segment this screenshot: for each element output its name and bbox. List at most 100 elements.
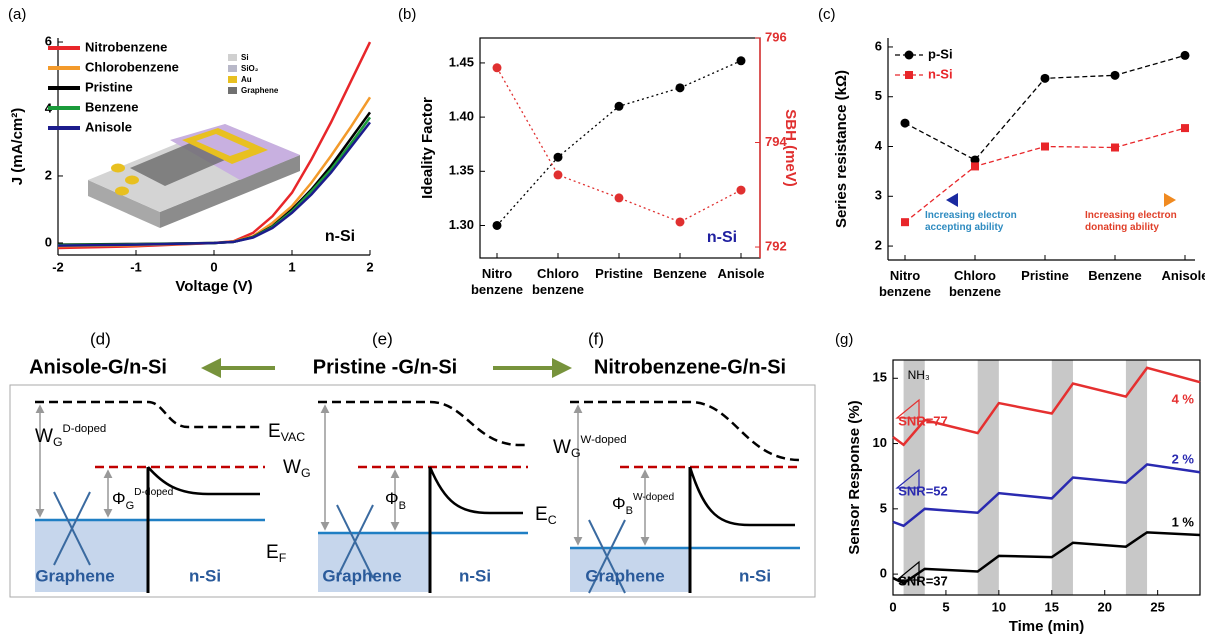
- x-tick-label: Anisole: [717, 266, 765, 281]
- annotation: SNR=52: [898, 483, 948, 498]
- region-label: Graphene: [322, 566, 401, 585]
- y-tick-label: 3: [875, 188, 882, 203]
- vacuum-level: [570, 400, 801, 462]
- marker: [1041, 142, 1049, 151]
- y-axis-label: Ideality Factor: [419, 97, 436, 199]
- symbol: Φ: [385, 489, 399, 508]
- marker: [553, 152, 563, 162]
- y2-tick-label: 794: [765, 134, 787, 149]
- legend-label: n-Si: [928, 66, 953, 81]
- y-tick-label: 5: [875, 88, 882, 103]
- subscript: B: [399, 500, 406, 512]
- diagram-frame: [9, 384, 816, 598]
- y-tick-label: 1.40: [449, 109, 474, 124]
- trend-arrow-head: [1164, 193, 1176, 207]
- legend-label: Chlorobenzene: [85, 59, 179, 74]
- marker: [1111, 143, 1119, 152]
- legend-label: Nitrobenzene: [85, 39, 167, 54]
- y-axis-label: J (mA/cm²): [9, 108, 26, 186]
- diagram-title: Anisole-G/n-Si: [29, 356, 167, 378]
- subscript: G: [301, 466, 311, 480]
- x-tick-label: 1: [288, 259, 295, 274]
- symbol: W: [35, 426, 53, 447]
- series-line: [892, 531, 1201, 585]
- graphene-region: [318, 533, 430, 592]
- series-label: 2 %: [1172, 452, 1195, 467]
- inset-legend-swatch: [228, 87, 237, 94]
- band-label: WG: [283, 457, 311, 480]
- annotation: SNR=77: [898, 413, 948, 428]
- exposure-label: NH₃: [908, 368, 930, 382]
- subscript: F: [279, 551, 287, 565]
- band-label: EVAC: [268, 421, 305, 444]
- dirac-cone: [336, 504, 374, 579]
- marker: [736, 185, 746, 195]
- series-label: 4 %: [1172, 392, 1195, 407]
- superscript: W-doped: [581, 434, 627, 446]
- y2-tick-label: 792: [765, 238, 787, 253]
- y2-axis-label: SBH (meV): [782, 109, 799, 187]
- series-line: [904, 127, 1186, 223]
- panel-label: (d): [90, 329, 111, 348]
- series-line: [496, 67, 742, 223]
- exposure-band: [1051, 360, 1073, 595]
- snr-triangle: [895, 468, 920, 489]
- marker: [1181, 124, 1189, 133]
- symbol: E: [535, 504, 548, 525]
- device-contact: [111, 163, 125, 173]
- marker: [736, 56, 746, 66]
- inset-legend-label: Graphene: [241, 86, 279, 95]
- legend-label: Pristine: [85, 79, 133, 94]
- marker: [492, 63, 502, 73]
- device-graphene: [130, 143, 225, 186]
- y2-tick-label: 796: [765, 29, 787, 44]
- device-contact: [115, 186, 129, 196]
- annotation: SNR=37: [898, 573, 948, 588]
- subscript: VAC: [281, 430, 306, 444]
- inset-legend-label: Si: [241, 53, 249, 62]
- y-tick-label: 6: [875, 38, 882, 53]
- region-label: n-Si: [189, 566, 221, 585]
- legend-marker: [904, 50, 914, 60]
- y-tick-label: 4: [875, 138, 883, 153]
- x-tick-label: Benzene: [1088, 268, 1142, 283]
- dirac-cone: [53, 491, 91, 566]
- annotation: Increasing electron donating ability: [1085, 210, 1177, 233]
- marker: [675, 83, 685, 93]
- panel-label: (e): [372, 329, 393, 348]
- symbol: E: [266, 542, 279, 563]
- x-tick-label: Chloro benzene: [531, 266, 584, 297]
- device-electrode-gap: [196, 134, 250, 156]
- x-tick-label: Benzene: [653, 266, 707, 281]
- annotation: n-Si: [707, 229, 737, 246]
- x-tick-label: 25: [1150, 599, 1164, 614]
- inset-legend-label: Au: [241, 75, 252, 84]
- legend-label: p-Si: [928, 46, 953, 61]
- region-label: n-Si: [459, 566, 491, 585]
- diagram-title: Nitrobenzene-G/n-Si: [594, 356, 786, 378]
- band-label: EC: [535, 504, 557, 527]
- panel-label: (f): [588, 329, 604, 348]
- marker: [1110, 70, 1120, 80]
- marker: [675, 217, 685, 227]
- vacuum-level: [318, 400, 528, 447]
- x-tick-label: Anisole: [1161, 268, 1205, 283]
- y-tick-label: 1.30: [449, 217, 474, 232]
- subscript: G: [571, 446, 581, 460]
- marker: [1180, 50, 1190, 60]
- inset-legend-swatch: [228, 54, 237, 61]
- band-bending: [688, 466, 795, 527]
- marker: [492, 220, 502, 230]
- x-tick-label: Chloro benzene: [948, 268, 1001, 299]
- snr-triangle: [895, 398, 920, 419]
- x-tick-label: 15: [1045, 599, 1059, 614]
- marker: [901, 218, 909, 227]
- exposure-band: [903, 360, 925, 595]
- y-tick-label: 1.45: [449, 54, 474, 69]
- band-bending: [428, 466, 523, 515]
- x-tick-label: Nitro benzene: [878, 268, 931, 299]
- y-tick-label: 6: [45, 33, 52, 48]
- band-label: WGD-doped: [35, 423, 106, 449]
- annotation: Increasing electron accepting ability: [925, 210, 1017, 233]
